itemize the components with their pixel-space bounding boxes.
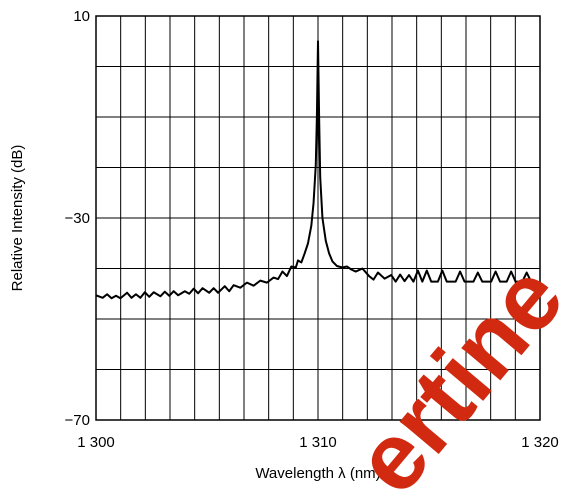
x-axis-label: Wavelength λ (nm) (255, 465, 380, 482)
y-tick-labels: −70 −30 10 (65, 8, 90, 429)
y-axis-label: Relative Intensity (dB) (9, 145, 26, 292)
x-tick-labels: 1 300 1 310 1 320 (77, 434, 559, 451)
grid (96, 16, 540, 420)
x-tick-label: 1 310 (299, 434, 337, 451)
y-tick-label: −30 (65, 210, 90, 227)
y-tick-label: 10 (73, 8, 90, 25)
x-tick-label: 1 300 (77, 434, 115, 451)
plot-frame (95, 15, 541, 421)
x-tick-label: 1 320 (521, 434, 559, 451)
y-tick-label: −70 (65, 412, 90, 429)
spectrum-line (95, 40, 541, 300)
